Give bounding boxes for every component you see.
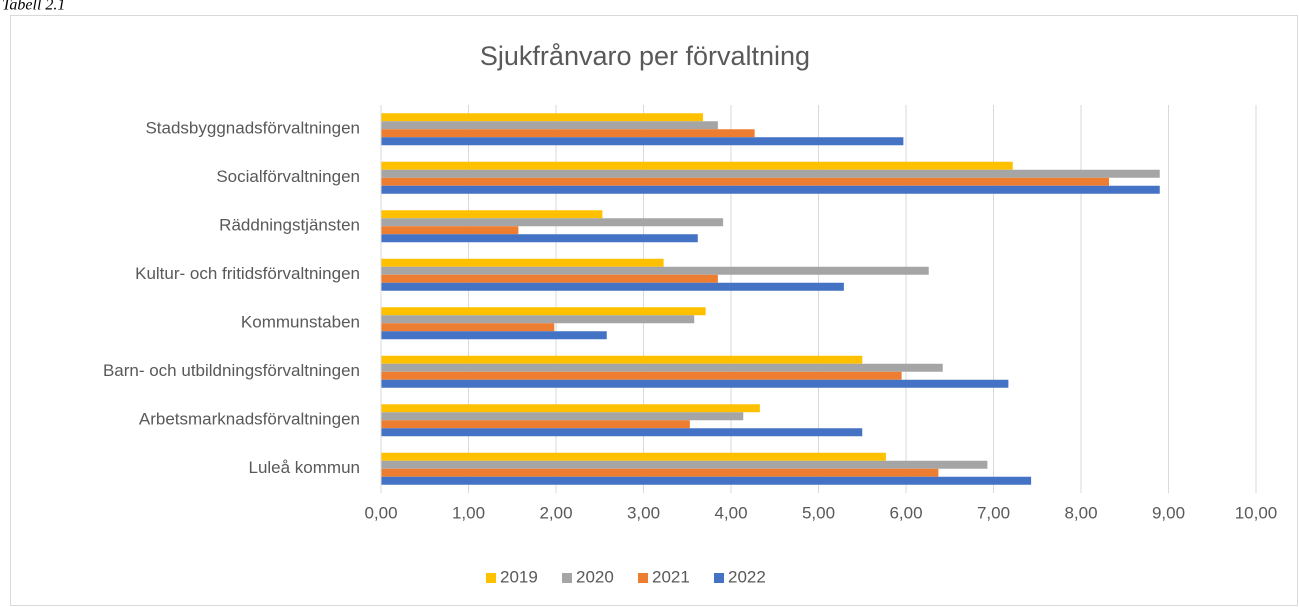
y-tick-label: Räddningstjänsten bbox=[219, 216, 360, 235]
bar bbox=[381, 129, 755, 138]
bar bbox=[381, 460, 988, 469]
bar bbox=[381, 274, 718, 283]
bar bbox=[381, 218, 724, 227]
y-tick-label: Stadsbyggnadsförvaltningen bbox=[145, 119, 360, 138]
bar bbox=[381, 412, 744, 421]
y-tick-label: Barn- och utbildningsförvaltningen bbox=[103, 361, 360, 380]
legend-swatch bbox=[638, 573, 648, 583]
bar bbox=[381, 468, 939, 477]
bar bbox=[381, 323, 555, 332]
y-tick-label: Luleå kommun bbox=[248, 458, 360, 477]
bar bbox=[381, 355, 863, 364]
y-tick-label: Socialförvaltningen bbox=[216, 167, 360, 186]
bar bbox=[381, 266, 929, 275]
caption: Tabell 2.1 bbox=[2, 0, 65, 14]
bar bbox=[381, 210, 603, 219]
legend-label: 2021 bbox=[652, 567, 690, 586]
bar bbox=[381, 121, 718, 130]
y-tick-label: Kultur- och fritidsförvaltningen bbox=[135, 264, 360, 283]
bar bbox=[381, 226, 519, 235]
bar bbox=[381, 428, 863, 437]
bar bbox=[381, 185, 1160, 194]
bar bbox=[381, 282, 844, 291]
chart-border bbox=[10, 15, 1298, 606]
x-tick-label: 8,00 bbox=[1064, 503, 1097, 522]
x-tick-label: 0,00 bbox=[364, 503, 397, 522]
x-tick-label: 2,00 bbox=[539, 503, 572, 522]
x-tick-label: 9,00 bbox=[1152, 503, 1185, 522]
x-tick-label: 6,00 bbox=[889, 503, 922, 522]
x-tick-label: 4,00 bbox=[714, 503, 747, 522]
x-tick-label: 3,00 bbox=[627, 503, 660, 522]
legend-swatch bbox=[714, 573, 724, 583]
bar bbox=[381, 476, 1032, 485]
bar bbox=[381, 234, 698, 243]
legend-label: 2019 bbox=[500, 567, 538, 586]
bar bbox=[381, 307, 706, 316]
bar bbox=[381, 379, 1009, 388]
bar bbox=[381, 363, 943, 372]
bar bbox=[381, 137, 904, 146]
bar bbox=[381, 331, 607, 340]
bar bbox=[381, 315, 695, 324]
bar bbox=[381, 161, 1013, 170]
bar bbox=[381, 420, 690, 429]
bar bbox=[381, 169, 1160, 178]
x-tick-label: 10,00 bbox=[1235, 503, 1278, 522]
bar bbox=[381, 177, 1109, 186]
bar bbox=[381, 258, 664, 267]
x-tick-label: 5,00 bbox=[802, 503, 835, 522]
x-tick-label: 7,00 bbox=[977, 503, 1010, 522]
bar bbox=[381, 452, 886, 461]
legend-label: 2022 bbox=[728, 567, 766, 586]
legend-label: 2020 bbox=[576, 567, 614, 586]
y-tick-label: Kommunstaben bbox=[241, 313, 360, 332]
y-tick-label: Arbetsmarknadsförvaltningen bbox=[139, 410, 360, 429]
legend-swatch bbox=[486, 573, 496, 583]
bar bbox=[381, 113, 703, 122]
legend-swatch bbox=[562, 573, 572, 583]
chart-title: Sjukfrånvaro per förvaltning bbox=[480, 41, 810, 71]
x-tick-label: 1,00 bbox=[452, 503, 485, 522]
bar bbox=[381, 404, 760, 413]
bar bbox=[381, 371, 902, 380]
